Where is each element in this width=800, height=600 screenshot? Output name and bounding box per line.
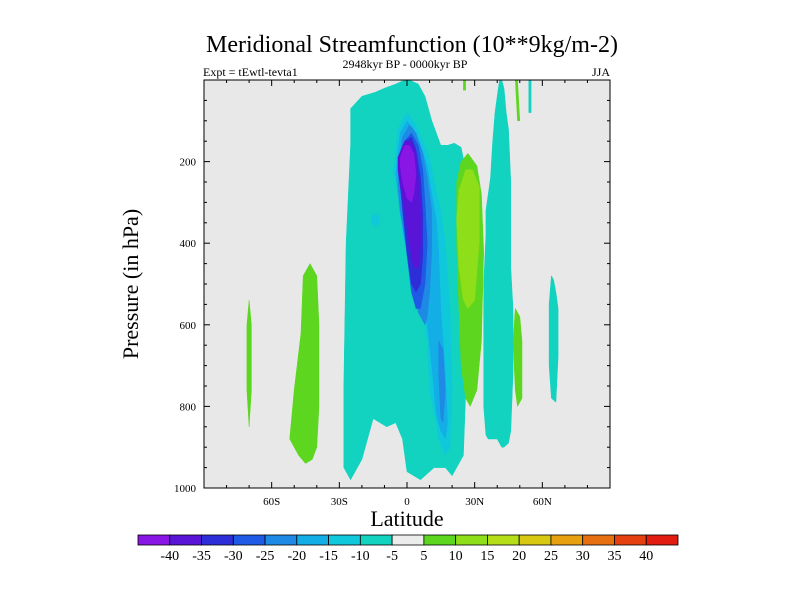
colorbar-label: -10 bbox=[351, 549, 370, 564]
colorbar: -40 -35 -30 -25 -20 -15 -10 -5 5 10 15 20 25 30 35 40 bbox=[137, 534, 679, 564]
y-tick-label: 800 bbox=[180, 401, 197, 413]
colorbar-label: 15 bbox=[480, 549, 494, 564]
colorbar-label: 20 bbox=[512, 549, 526, 564]
colorbar-label: 5 bbox=[420, 549, 427, 564]
x-tick-label: 30S bbox=[331, 496, 348, 508]
contour-region-5-16 bbox=[463, 79, 466, 91]
contour-region-5-17 bbox=[512, 307, 523, 408]
colorbar-swatch bbox=[518, 534, 552, 546]
colorbar-swatch bbox=[296, 534, 329, 546]
colorbar-swatch bbox=[487, 534, 520, 546]
colorbar-swatch bbox=[137, 534, 171, 546]
contour-region-neg5-1 bbox=[483, 79, 514, 448]
contour-fills bbox=[246, 79, 559, 481]
contour-region-10-19 bbox=[456, 169, 480, 309]
contour-region-neg10-5 bbox=[370, 214, 381, 228]
colorbar-swatch bbox=[582, 534, 615, 546]
colorbar-swatch bbox=[455, 534, 488, 546]
colorbar-swatch bbox=[328, 534, 361, 546]
colorbar-label: -5 bbox=[386, 549, 398, 564]
contour-region-neg40-12 bbox=[399, 145, 417, 203]
season-label: JJA bbox=[592, 65, 610, 79]
y-tick-label: 1000 bbox=[174, 483, 197, 495]
x-axis-label: Latitude bbox=[370, 506, 443, 531]
colorbar-label: -15 bbox=[319, 549, 338, 564]
experiment-label: Expt = tEwtl-tevta1 bbox=[203, 65, 298, 79]
contour-region-neg5-3 bbox=[528, 79, 532, 113]
x-tick-label: 30N bbox=[465, 496, 484, 508]
colorbar-swatch bbox=[645, 534, 679, 546]
colorbar-label: 30 bbox=[576, 549, 590, 564]
colorbar-swatch bbox=[201, 534, 234, 546]
colorbar-swatch bbox=[391, 534, 425, 546]
colorbar-label: 10 bbox=[449, 549, 463, 564]
y-tick-label: 400 bbox=[180, 238, 197, 250]
contour-region-neg20-8 bbox=[438, 340, 446, 424]
colorbar-label: -40 bbox=[160, 549, 179, 564]
colorbar-label: -20 bbox=[287, 549, 306, 564]
colorbar-label: 40 bbox=[639, 549, 653, 564]
contour-region-neg5-2 bbox=[548, 274, 559, 403]
colorbar-swatch bbox=[169, 534, 202, 546]
colorbar-swatch bbox=[550, 534, 584, 546]
colorbar-label: -25 bbox=[256, 549, 275, 564]
contour-region-5-13 bbox=[246, 300, 252, 427]
colorbar-swatch bbox=[614, 534, 647, 546]
x-tick-label: 60S bbox=[263, 496, 280, 508]
contour-region-5-14 bbox=[289, 263, 320, 464]
chart-title: Meridional Streamfunction (10**9kg/m-2) bbox=[206, 32, 618, 58]
axis-ticks: 60S 30S 0 30N 60N 200 400 600 800 1000 bbox=[174, 80, 610, 508]
colorbar-label: -30 bbox=[224, 549, 243, 564]
colorbar-swatch bbox=[264, 534, 298, 546]
x-tick-label: 60N bbox=[533, 496, 552, 508]
colorbar-swatch bbox=[232, 534, 266, 546]
colorbar-label: 25 bbox=[544, 549, 558, 564]
y-tick-label: 200 bbox=[180, 157, 197, 169]
x-tick-label: 0 bbox=[404, 496, 410, 508]
colorbar-swatch bbox=[423, 534, 457, 546]
colorbar-label: 35 bbox=[607, 549, 621, 564]
y-tick-label: 600 bbox=[180, 320, 197, 332]
colorbar-label: -35 bbox=[192, 549, 211, 564]
colorbar-swatch bbox=[359, 534, 393, 546]
y-axis-label: Pressure (in hPa) bbox=[118, 209, 143, 359]
period-label: 2948kyr BP - 0000kyr BP bbox=[343, 57, 468, 71]
